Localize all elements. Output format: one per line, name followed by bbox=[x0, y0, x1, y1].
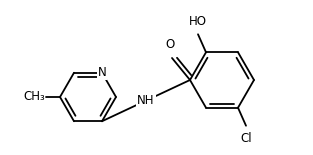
Text: Cl: Cl bbox=[240, 132, 252, 145]
Text: CH₃: CH₃ bbox=[23, 91, 45, 104]
Text: HO: HO bbox=[189, 15, 207, 28]
Text: NH: NH bbox=[137, 94, 155, 107]
Text: O: O bbox=[165, 38, 175, 51]
Text: N: N bbox=[98, 66, 106, 79]
